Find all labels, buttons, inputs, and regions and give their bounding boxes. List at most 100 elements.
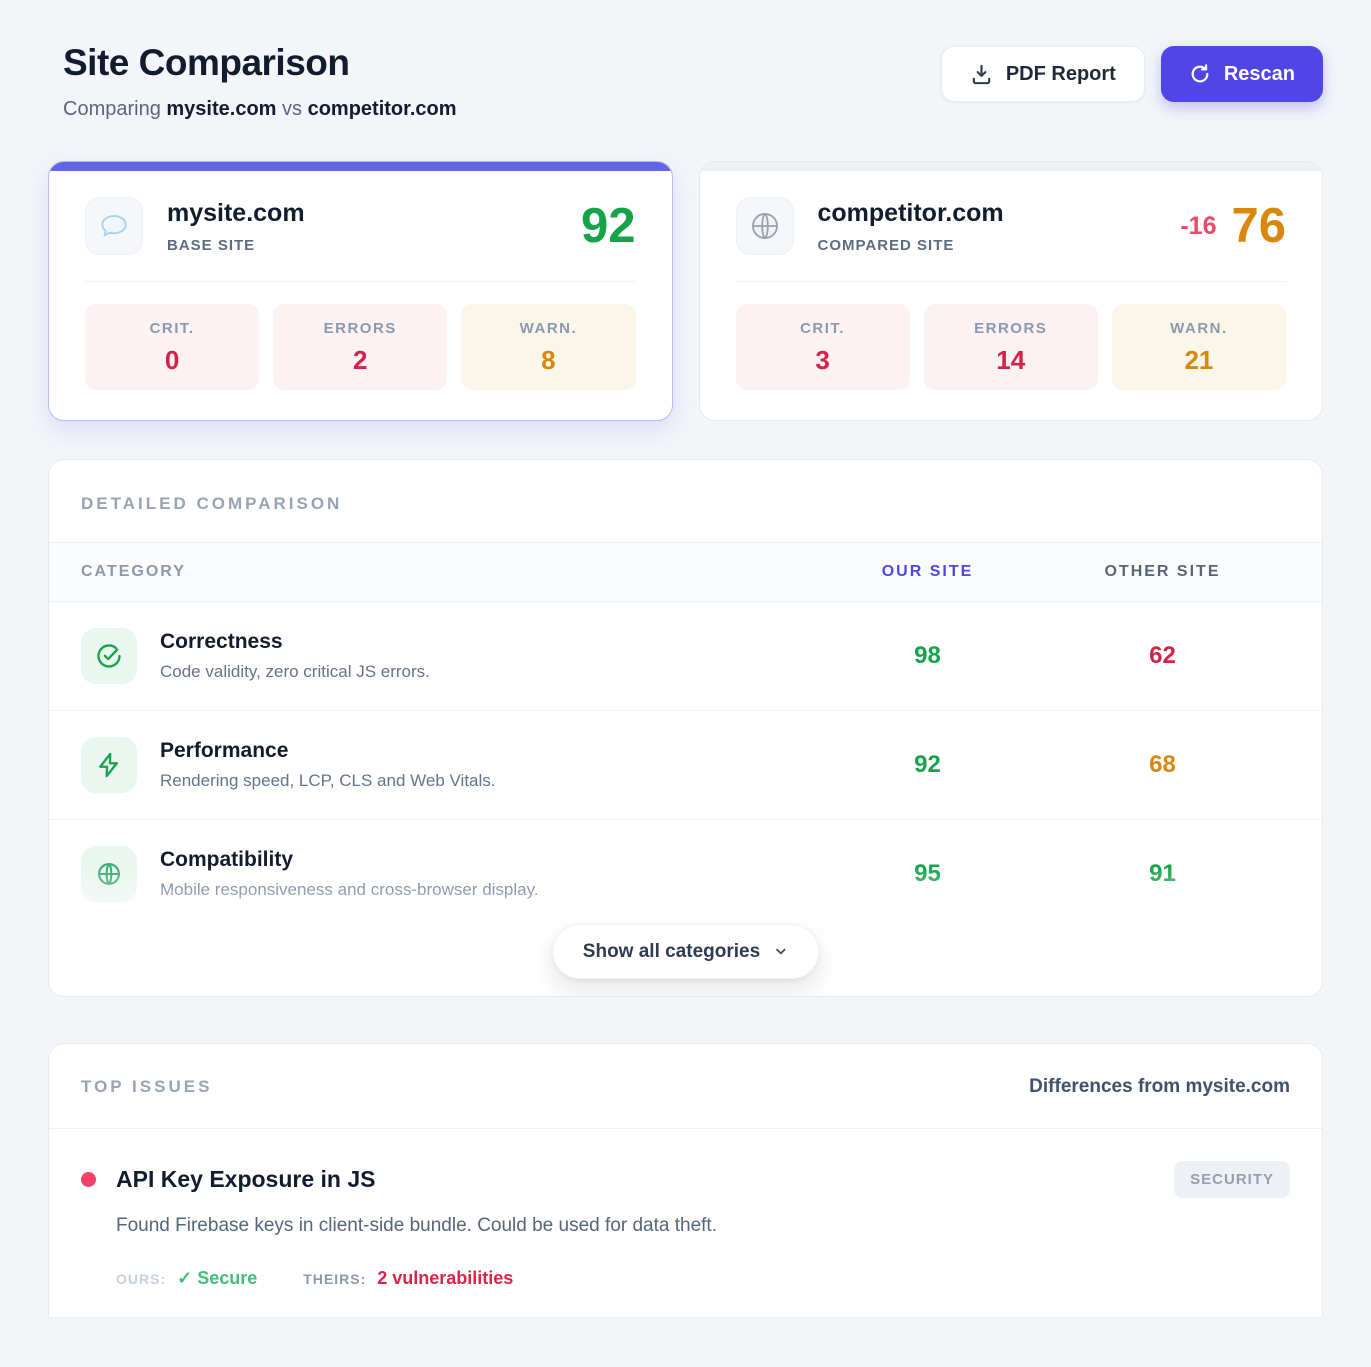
subtitle-prefix: Comparing xyxy=(63,98,161,120)
base-site-card[interactable]: mysite.com BASE SITE 92 CRIT. 0 ER xyxy=(48,161,673,421)
base-card-divider xyxy=(85,281,636,282)
warn-label: WARN. xyxy=(519,320,578,337)
performance-icon-box xyxy=(81,737,137,793)
other-site-value: 68 xyxy=(1149,751,1176,778)
compared-site-score: 76 xyxy=(1231,198,1286,253)
errors-label: ERRORS xyxy=(974,320,1048,337)
compared-card-body: competitor.com COMPARED SITE -16 76 CRIT… xyxy=(700,171,1323,420)
base-card-body: mysite.com BASE SITE 92 CRIT. 0 ER xyxy=(49,171,672,420)
critical-dot-icon xyxy=(81,1172,96,1187)
check-circle-icon xyxy=(95,642,123,670)
base-site-score-wrap: 92 xyxy=(566,198,636,253)
errors-label: ERRORS xyxy=(323,320,397,337)
page-header: Site Comparison Comparing mysite.com vs … xyxy=(63,42,1323,121)
base-card-head: mysite.com BASE SITE 92 xyxy=(85,197,636,255)
top-issues-header: TOP ISSUES Differences from mysite.com xyxy=(49,1044,1322,1129)
header-actions: PDF Report Rescan xyxy=(940,46,1323,102)
base-site-role: BASE SITE xyxy=(167,236,256,254)
globe-icon xyxy=(95,860,123,888)
subtitle-base-site: mysite.com xyxy=(166,98,277,120)
ours-meta: OURS: ✓ Secure xyxy=(116,1268,257,1289)
subtitle-vs: vs xyxy=(282,98,303,120)
base-errors-value: 2 xyxy=(353,345,368,375)
base-card-accent-bar xyxy=(49,162,672,171)
compared-crit-value: 3 xyxy=(815,345,830,375)
crit-label: CRIT. xyxy=(800,320,846,337)
base-warn-value: 8 xyxy=(541,345,556,375)
compared-card-head: competitor.com COMPARED SITE -16 76 xyxy=(735,197,1286,255)
compared-card-divider xyxy=(735,281,1286,282)
compatibility-icon-box xyxy=(81,846,137,902)
page-subtitle: Comparing mysite.com vs competitor.com xyxy=(63,98,457,121)
issue-title: API Key Exposure in JS xyxy=(116,1166,376,1192)
table-row-compatibility[interactable]: Compatibility Mobile responsiveness and … xyxy=(49,820,1322,929)
issue-meta-row: OURS: ✓ Secure THEIRS: 2 vulnerabilities xyxy=(116,1268,1290,1289)
base-crit-value: 0 xyxy=(164,345,180,375)
comparison-table-header: CATEGORY OUR SITE OTHER SITE xyxy=(49,542,1322,602)
compared-site-favicon xyxy=(735,197,794,255)
compared-site-card[interactable]: competitor.com COMPARED SITE -16 76 CRIT… xyxy=(698,161,1323,421)
column-our-site: OUR SITE xyxy=(881,563,974,580)
issue-title-row: API Key Exposure in JS SECURITY xyxy=(81,1161,1290,1198)
correctness-category-cell: Correctness Code validity, zero critical… xyxy=(81,628,820,684)
base-warn-stat: WARN. 8 xyxy=(461,304,636,390)
theirs-meta: THEIRS: 2 vulnerabilities xyxy=(303,1268,513,1289)
table-row-correctness[interactable]: Correctness Code validity, zero critical… xyxy=(49,602,1322,711)
page-title: Site Comparison xyxy=(63,42,350,83)
issue-description: Found Firebase keys in client-side bundl… xyxy=(116,1215,717,1236)
pdf-report-button[interactable]: PDF Report xyxy=(940,46,1145,102)
category-title: Correctness xyxy=(160,630,283,653)
compared-card-accent-bar xyxy=(699,162,1322,171)
compatibility-category-cell: Compatibility Mobile responsiveness and … xyxy=(81,846,820,902)
pdf-report-label: PDF Report xyxy=(1005,62,1116,85)
other-site-value: 62 xyxy=(1149,642,1176,669)
top-issues-panel: TOP ISSUES Differences from mysite.com A… xyxy=(48,1043,1323,1318)
category-title: Performance xyxy=(160,739,289,762)
correctness-texts: Correctness Code validity, zero critical… xyxy=(160,630,430,682)
compared-site-name: competitor.com xyxy=(817,198,1004,227)
compared-site-score-wrap: -16 76 xyxy=(1180,198,1286,253)
category-description: Code validity, zero critical JS errors. xyxy=(160,662,430,681)
lightning-icon xyxy=(95,751,123,779)
compared-errors-value: 14 xyxy=(996,345,1026,375)
base-site-score: 92 xyxy=(580,198,636,253)
theirs-label: THEIRS: xyxy=(303,1270,367,1287)
show-all-categories-button[interactable]: Show all categories xyxy=(551,924,820,979)
site-comparison-page: Site Comparison Comparing mysite.com vs … xyxy=(48,42,1323,1318)
globe-icon xyxy=(748,209,782,243)
compared-warn-value: 21 xyxy=(1184,345,1214,375)
base-site-stats: CRIT. 0 ERRORS 2 WARN. 8 xyxy=(85,304,636,390)
category-description: Rendering speed, LCP, CLS and Web Vitals… xyxy=(160,771,496,790)
category-title: Compatibility xyxy=(160,848,294,871)
our-site-value: 95 xyxy=(914,860,941,887)
column-other-site: OTHER SITE xyxy=(1104,563,1221,580)
ours-label: OURS: xyxy=(116,1270,167,1287)
column-category: CATEGORY xyxy=(81,563,186,580)
security-badge: SECURITY xyxy=(1174,1161,1290,1198)
rescan-label: Rescan xyxy=(1223,62,1295,85)
base-site-labels: mysite.com BASE SITE xyxy=(167,199,305,254)
table-row-performance[interactable]: Performance Rendering speed, LCP, CLS an… xyxy=(49,711,1322,820)
compared-site-stats: CRIT. 3 ERRORS 14 WARN. 21 xyxy=(735,304,1286,390)
top-issues-title: TOP ISSUES xyxy=(81,1077,213,1096)
performance-category-cell: Performance Rendering speed, LCP, CLS an… xyxy=(81,737,820,793)
compared-warn-stat: WARN. 21 xyxy=(1111,304,1286,390)
performance-texts: Performance Rendering speed, LCP, CLS an… xyxy=(160,739,496,791)
detailed-comparison-panel: DETAILED COMPARISON CATEGORY OUR SITE OT… xyxy=(48,459,1323,997)
compared-site-role: COMPARED SITE xyxy=(817,236,955,254)
compatibility-texts: Compatibility Mobile responsiveness and … xyxy=(160,848,539,900)
header-titles: Site Comparison Comparing mysite.com vs … xyxy=(63,42,457,121)
issue-item-api-key-exposure[interactable]: API Key Exposure in JS SECURITY Found Fi… xyxy=(49,1129,1322,1318)
base-errors-stat: ERRORS 2 xyxy=(273,304,448,390)
site-summary-cards: mysite.com BASE SITE 92 CRIT. 0 ER xyxy=(48,161,1323,421)
our-site-value: 92 xyxy=(914,751,941,778)
other-site-value: 91 xyxy=(1149,860,1176,887)
warn-label: WARN. xyxy=(1170,320,1228,337)
compared-site-delta: -16 xyxy=(1180,211,1217,240)
theirs-value: 2 vulnerabilities xyxy=(377,1268,514,1288)
our-site-value: 98 xyxy=(914,642,941,669)
chevron-down-icon xyxy=(773,944,788,959)
compared-site-labels: competitor.com COMPARED SITE xyxy=(818,199,1004,254)
detailed-comparison-title: DETAILED COMPARISON xyxy=(81,494,343,513)
rescan-button[interactable]: Rescan xyxy=(1160,46,1323,102)
